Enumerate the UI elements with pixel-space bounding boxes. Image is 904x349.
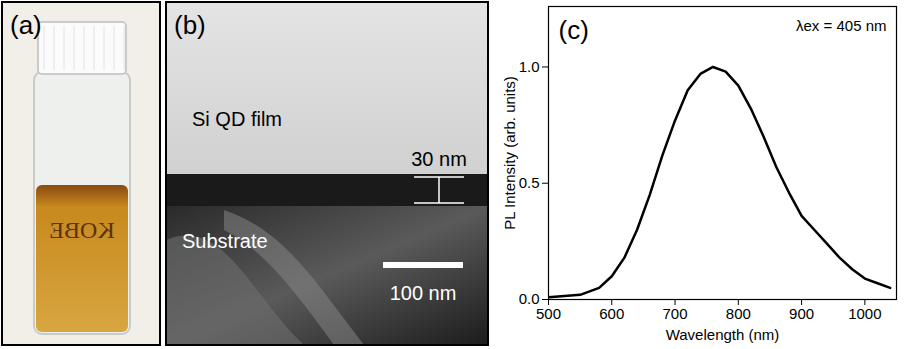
svg-text:1000: 1000 bbox=[848, 305, 881, 322]
svg-text:30 nm: 30 nm bbox=[411, 148, 467, 170]
svg-text:PL Intensity (arb. units): PL Intensity (arb. units) bbox=[501, 76, 518, 230]
svg-text:KOBE: KOBE bbox=[49, 217, 114, 243]
svg-text:0.5: 0.5 bbox=[519, 174, 540, 191]
svg-text:(a): (a) bbox=[10, 10, 42, 40]
svg-text:1.0: 1.0 bbox=[519, 58, 540, 75]
svg-text:0.0: 0.0 bbox=[518, 290, 540, 308]
svg-text:600: 600 bbox=[599, 305, 624, 322]
svg-text:700: 700 bbox=[663, 305, 688, 322]
svg-text:Wavelength (nm): Wavelength (nm) bbox=[666, 326, 780, 343]
svg-text:(c): (c) bbox=[559, 15, 589, 45]
svg-text:900: 900 bbox=[789, 305, 814, 322]
svg-text:(b): (b) bbox=[174, 10, 206, 40]
svg-text:Substrate: Substrate bbox=[182, 230, 268, 252]
svg-text:λex = 405 nm: λex = 405 nm bbox=[796, 17, 886, 34]
svg-text:Si QD film: Si QD film bbox=[192, 108, 282, 130]
svg-text:100 nm: 100 nm bbox=[390, 282, 457, 304]
svg-text:800: 800 bbox=[726, 305, 751, 322]
svg-text:500: 500 bbox=[536, 305, 561, 322]
